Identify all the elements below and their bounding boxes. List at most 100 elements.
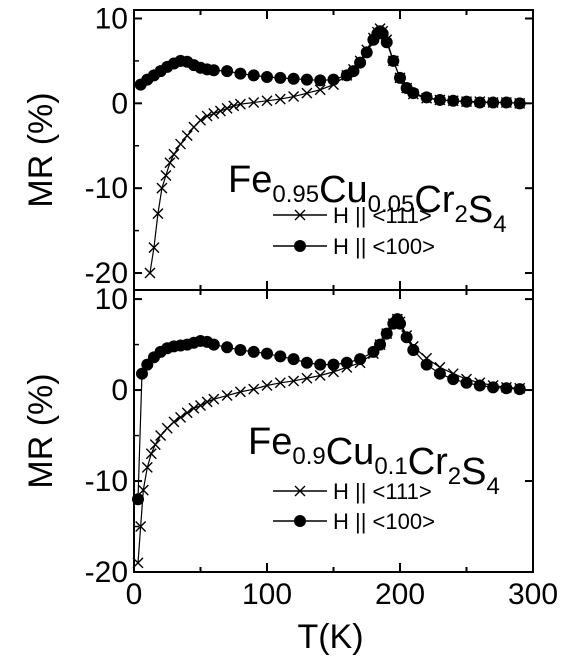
data-point-x	[288, 375, 300, 387]
series-h-100	[131, 313, 526, 506]
formula-subscript: 2	[454, 201, 467, 228]
y-tick-label: -10	[85, 465, 128, 498]
data-point-circle	[221, 341, 234, 354]
data-point-circle	[314, 74, 327, 87]
data-point-x	[188, 402, 200, 414]
formula-element: S	[468, 189, 493, 231]
data-point-x	[208, 108, 220, 120]
data-point-x	[149, 439, 161, 451]
data-point-x	[152, 208, 164, 220]
data-point-x	[248, 383, 260, 395]
data-point-circle	[287, 353, 300, 366]
data-point-circle	[500, 96, 513, 109]
data-point-x	[301, 87, 313, 99]
data-point-circle	[327, 73, 340, 86]
data-point-circle	[207, 64, 220, 77]
data-point-x	[274, 377, 286, 389]
data-point-circle	[354, 353, 367, 366]
data-point-circle	[473, 379, 486, 392]
data-point-x	[195, 400, 206, 412]
data-point-x	[274, 93, 286, 105]
data-point-circle	[420, 358, 433, 371]
x-tick-label: 100	[242, 578, 292, 611]
formula-subscript: 4	[493, 211, 506, 238]
formula-element: Fe	[248, 421, 292, 463]
x-axis-label: T(K)	[297, 618, 363, 656]
y-tick-label: -10	[85, 172, 128, 205]
data-point-x	[175, 138, 187, 150]
legend-entry: H || <111>	[273, 479, 432, 504]
data-point-circle	[247, 69, 260, 82]
data-point-x	[261, 95, 273, 107]
formula-subscript: 2	[448, 463, 461, 490]
compound-formula: Fe0.95Cu0.05Cr2S4	[228, 159, 507, 238]
y-tick-label: 0	[111, 87, 128, 120]
data-point-circle	[300, 356, 313, 369]
data-point-circle	[420, 91, 433, 104]
data-point-x	[181, 407, 193, 419]
data-point-circle	[247, 345, 260, 358]
data-point-circle	[347, 65, 360, 78]
x-tick-label: 200	[375, 578, 425, 611]
data-point-circle	[340, 356, 353, 369]
legend-label: H || <111>	[333, 203, 432, 228]
y-tick-label: 10	[95, 2, 128, 35]
data-point-x	[164, 157, 176, 169]
y-tick-label: -20	[85, 257, 128, 290]
legend-marker-circle	[294, 515, 306, 527]
legend-entry: H || <100>	[273, 234, 435, 259]
series-h-100	[134, 25, 526, 110]
data-point-x	[160, 169, 172, 181]
data-point-circle	[300, 73, 313, 86]
data-point-circle	[234, 67, 247, 80]
legend-entry: H || <111>	[273, 203, 432, 228]
legend-label: H || <100>	[333, 509, 435, 534]
data-point-circle	[513, 97, 526, 110]
data-point-x	[137, 484, 149, 496]
data-point-circle	[207, 338, 220, 351]
data-point-circle	[314, 358, 327, 371]
x-tick-label: 0	[126, 578, 143, 611]
legend-entry: H || <100>	[273, 509, 435, 534]
compound-formula: Fe0.9Cu0.1Cr2S4	[248, 421, 500, 500]
data-point-circle	[407, 87, 420, 100]
data-point-circle	[433, 93, 446, 106]
data-point-circle	[500, 382, 513, 395]
data-point-x	[168, 148, 180, 160]
data-point-circle	[473, 96, 486, 109]
formula-subscript: 4	[487, 473, 500, 500]
legend-label: H || <100>	[333, 234, 435, 259]
data-point-x	[156, 182, 168, 194]
data-point-circle	[274, 350, 287, 363]
data-point-circle	[261, 71, 273, 84]
formula-element: Fe	[228, 159, 272, 201]
formula-subscript: 0.95	[272, 181, 319, 208]
data-point-circle	[460, 95, 473, 108]
y-axis-label: MR (%)	[22, 373, 60, 488]
formula-element: Cr	[414, 179, 454, 221]
data-point-circle	[487, 381, 500, 394]
data-point-circle	[513, 383, 526, 396]
y-axis-label: MR (%)	[22, 92, 60, 207]
x-tick-label: 300	[508, 578, 558, 611]
data-point-x	[181, 130, 193, 142]
data-point-x	[228, 100, 240, 112]
data-point-circle	[287, 72, 300, 85]
data-point-circle	[380, 36, 393, 49]
data-point-circle	[387, 54, 400, 67]
data-point-x	[214, 105, 226, 117]
data-point-circle	[374, 338, 387, 351]
data-point-x	[261, 380, 273, 392]
y-tick-label: 10	[95, 283, 128, 316]
formula-subscript: 0.05	[368, 191, 415, 218]
data-point-x	[201, 110, 213, 122]
data-point-circle	[407, 344, 420, 357]
data-point-x	[301, 372, 313, 384]
formula-element: Cu	[319, 169, 368, 211]
legend-marker-x	[294, 209, 306, 221]
data-point-circle	[261, 347, 273, 360]
data-point-circle	[274, 71, 287, 84]
data-point-circle	[394, 317, 406, 330]
